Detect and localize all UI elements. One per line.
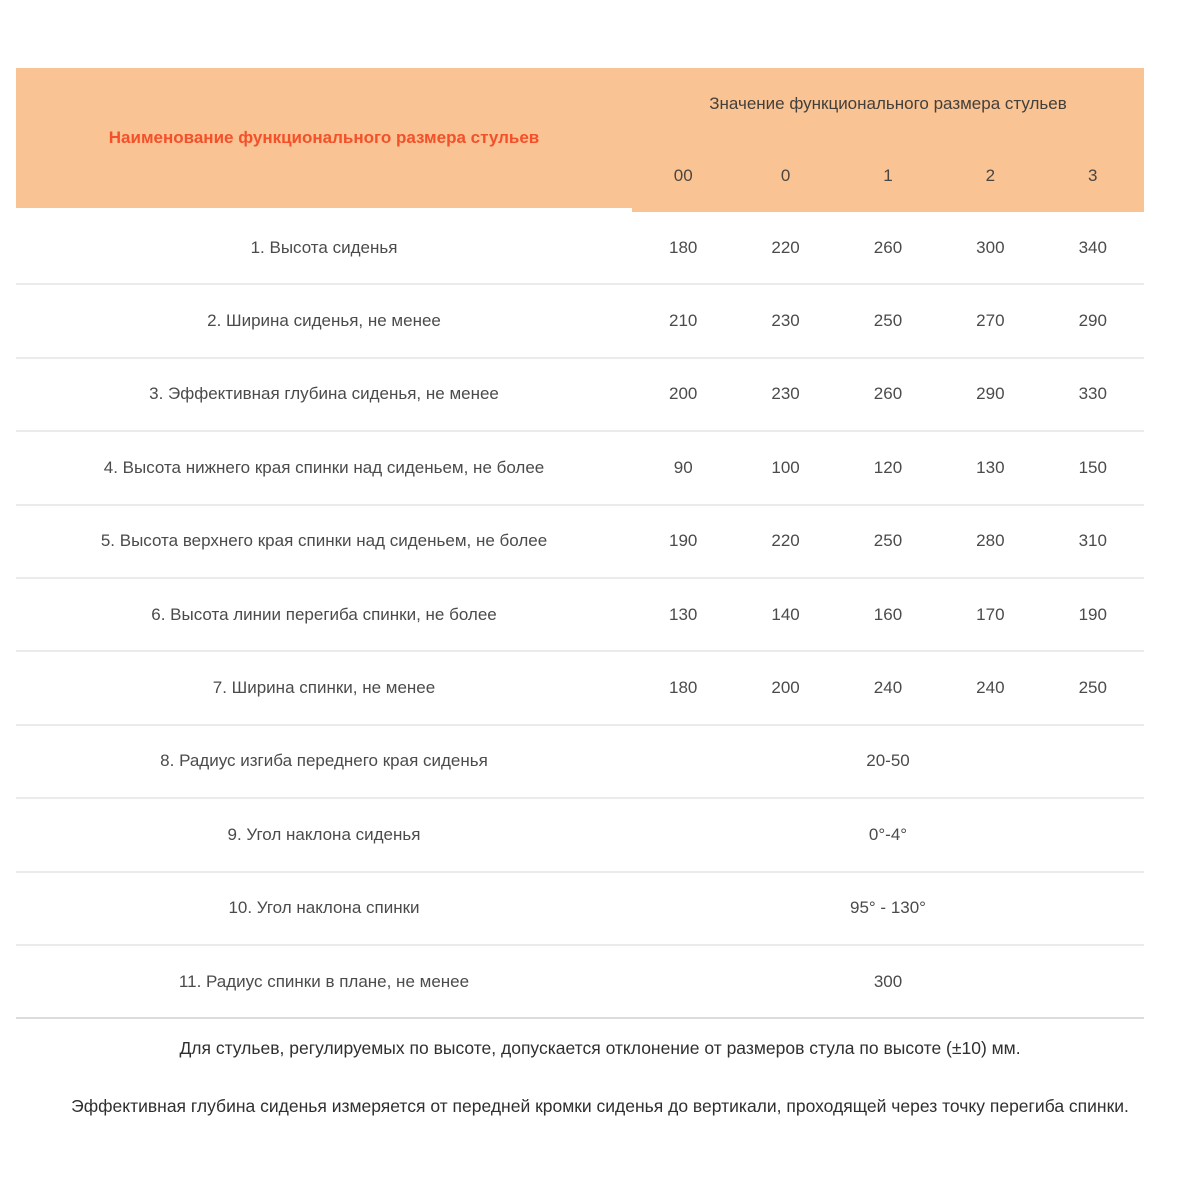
footnote-height-tolerance: Для стульев, регулируемых по высоте, доп…	[179, 1038, 1021, 1058]
merged-value-cell: 300	[873, 971, 903, 991]
table-row: 2. Ширина сиденья, не менее 210 230 250 270 2…	[16, 285, 1144, 359]
header-value-column: Значение функционального размера стульев…	[632, 68, 1144, 212]
value-cell: 190	[669, 531, 698, 551]
row-values: 200 230 260 290 330	[632, 359, 1144, 430]
chair-sizes-table: Наименование функционального размера сту…	[16, 68, 1144, 1020]
table-header: Наименование функционального размера сту…	[16, 68, 1144, 212]
table-row: 4. Высота нижнего края спинки над сидень…	[16, 432, 1144, 506]
value-cell: 240	[873, 678, 903, 698]
table-row: 10. Угол наклона спинки 95° - 130°	[16, 873, 1144, 946]
row-values: 20-50	[632, 726, 1144, 797]
value-cell: 240	[976, 678, 1005, 698]
value-cell: 300	[976, 237, 1005, 257]
value-cell: 250	[1078, 678, 1107, 698]
row-values: 90 100 120 130 150	[632, 432, 1144, 503]
value-cell: 230	[771, 311, 800, 331]
name-column-title: Наименование функционального размера сту…	[108, 128, 540, 147]
value-cell: 160	[873, 604, 903, 624]
value-cell: 330	[1078, 384, 1107, 404]
value-cell: 130	[976, 457, 1005, 477]
row-label: 11. Радиус спинки в плане, не менее	[178, 971, 470, 991]
value-cell: 100	[771, 457, 800, 477]
row-values: 190 220 250 280 310	[632, 506, 1144, 577]
row-label: 6. Высота линии перегиба спинки, не боле…	[151, 604, 497, 624]
value-cell: 250	[873, 311, 903, 331]
row-label: 9. Угол наклона сиденья	[227, 824, 421, 844]
table-row: 11. Радиус спинки в плане, не менее 300	[16, 946, 1144, 1020]
value-cell: 190	[1078, 604, 1107, 624]
value-cell: 260	[873, 237, 903, 257]
row-values: 130 140 160 170 190	[632, 579, 1144, 650]
value-cell: 180	[669, 237, 698, 257]
table-row: 7. Ширина спинки, не менее 180 200 240 240 25…	[16, 652, 1144, 726]
value-cell: 150	[1078, 457, 1107, 477]
table-row: 3. Эффективная глубина сиденья, не менее…	[16, 359, 1144, 433]
footnotes: Для стульев, регулируемых по высоте, доп…	[0, 1036, 1200, 1152]
value-cell: 260	[873, 384, 903, 404]
value-cell: 90	[673, 457, 693, 477]
value-cell: 280	[976, 531, 1005, 551]
table-row: 8. Радиус изгиба переднего края сиденья 2…	[16, 726, 1144, 800]
merged-value-cell: 0°-4°	[868, 824, 908, 844]
row-values: 0°-4°	[632, 799, 1144, 870]
table-row: 5. Высота верхнего края спинки над сиден…	[16, 506, 1144, 579]
table-row: 9. Угол наклона сиденья 0°-4°	[16, 799, 1144, 873]
value-cell: 170	[976, 604, 1005, 624]
size-col-label: 1	[883, 166, 893, 185]
size-labels-row: 00 0 1 2 3	[632, 140, 1144, 212]
value-cell: 210	[669, 311, 698, 331]
row-values: 180 200 240 240 250	[632, 652, 1144, 723]
size-col-label: 2	[985, 166, 996, 185]
size-col-label: 00	[673, 166, 693, 185]
value-column-title: Значение функционального размера стульев	[709, 94, 1067, 113]
value-cell: 310	[1078, 531, 1107, 551]
value-cell: 250	[873, 531, 903, 551]
value-cell: 140	[771, 604, 800, 624]
row-label: 4. Высота нижнего края спинки над сидень…	[103, 457, 545, 477]
value-cell: 340	[1078, 237, 1107, 257]
row-label: 8. Радиус изгиба переднего края сиденья	[160, 751, 488, 771]
size-col-label: 3	[1088, 166, 1098, 185]
value-cell: 200	[669, 384, 698, 404]
merged-value-cell: 95° - 130°	[850, 898, 926, 918]
size-col-label: 0	[780, 166, 791, 185]
value-cell: 120	[873, 457, 903, 477]
row-values: 300	[632, 946, 1144, 1017]
row-label: 10. Угол наклона спинки	[228, 898, 420, 918]
table-row: 1. Высота сиденья 180 220 260 300 340	[16, 212, 1144, 286]
value-cell: 290	[976, 384, 1005, 404]
row-values: 180 220 260 300 340	[632, 212, 1144, 283]
table-row: 6. Высота линии перегиба спинки, не боле…	[16, 579, 1144, 653]
value-cell: 270	[976, 311, 1005, 331]
merged-value-cell: 20-50	[866, 751, 910, 771]
row-values: 95° - 130°	[632, 873, 1144, 944]
table-body: 1. Высота сиденья 180 220 260 300 340 2. Ширин…	[16, 212, 1144, 1020]
value-cell: 220	[771, 237, 800, 257]
row-label: 3. Эффективная глубина сиденья, не менее	[149, 384, 499, 404]
footnote-effective-depth: Эффективная глубина сиденья измеряется о…	[71, 1096, 1129, 1116]
value-cell: 220	[771, 531, 800, 551]
value-cell: 290	[1078, 311, 1107, 331]
value-cell: 200	[771, 678, 800, 698]
value-cell: 230	[771, 384, 800, 404]
row-label: 2. Ширина сиденья, не менее	[207, 311, 441, 331]
value-cell: 180	[669, 678, 698, 698]
value-cell: 130	[669, 604, 698, 624]
header-name-column: Наименование функционального размера сту…	[16, 68, 632, 208]
row-values: 210 230 250 270 290	[632, 285, 1144, 356]
row-label: 7. Ширина спинки, не менее	[212, 678, 436, 698]
row-label: 1. Высота сиденья	[250, 237, 398, 257]
row-label: 5. Высота верхнего края спинки над сиден…	[100, 531, 548, 551]
